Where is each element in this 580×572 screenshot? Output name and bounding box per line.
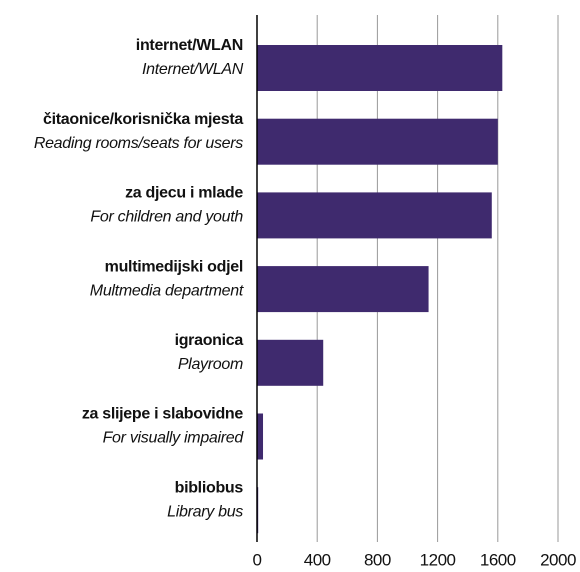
category-translation: Playroom [178, 356, 243, 373]
category-translation: Internet/WLAN [142, 61, 244, 78]
category-label: za slijepe i slabovidne [82, 406, 244, 423]
x-tick-label: 400 [304, 550, 331, 569]
category-translation: For visually impaired [103, 430, 245, 447]
category-label: čitaonice/korisnička mjesta [43, 111, 243, 128]
bar [257, 266, 429, 313]
category-label: bibliobus [175, 479, 244, 496]
bar [257, 118, 498, 165]
category-label: igraonica [175, 332, 244, 349]
category-translation: For children and youth [90, 209, 243, 226]
bar [257, 339, 324, 386]
category-label: multimedijski odjel [105, 258, 243, 275]
category-label: za djecu i mlade [125, 185, 243, 202]
bar [257, 192, 492, 239]
x-tick-label: 2000 [540, 550, 576, 569]
bar [257, 413, 264, 460]
x-tick-label: 1600 [480, 550, 516, 569]
x-tick-label: 0 [253, 550, 262, 569]
x-tick-label: 1200 [420, 550, 456, 569]
category-label: internet/WLAN [136, 37, 243, 54]
x-tick-label: 800 [364, 550, 391, 569]
category-translation: Reading rooms/seats for users [34, 135, 243, 152]
bar [257, 45, 503, 91]
category-translation: Library bus [167, 503, 243, 520]
category-translation: Multmedia department [90, 282, 244, 299]
